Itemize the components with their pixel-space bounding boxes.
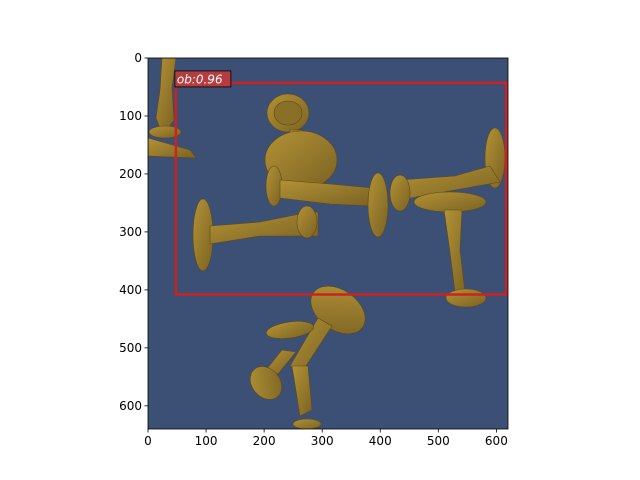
x-tick-label: 600	[485, 434, 508, 448]
x-axis: 0 100 200 300 400 500 600	[144, 429, 508, 448]
y-tick-label: 600	[119, 399, 142, 413]
y-tick-label: 0	[134, 51, 142, 65]
chess-pieces-render	[148, 58, 506, 429]
detection-label-background	[174, 70, 232, 88]
x-tick-label: 0	[144, 434, 152, 448]
x-tick-label: 200	[253, 434, 276, 448]
x-tick-label: 400	[369, 434, 392, 448]
detection-label: ob:0.96	[177, 72, 223, 86]
y-tick-label: 400	[119, 283, 142, 297]
x-tick-label: 500	[427, 434, 450, 448]
detections-layer: ob:0.96	[174, 70, 508, 296]
x-tick-label: 300	[311, 434, 334, 448]
image-plot-area	[148, 58, 508, 429]
detection-box	[174, 81, 508, 296]
y-tick-label: 500	[119, 341, 142, 355]
y-tick-label: 300	[119, 225, 142, 239]
axes-frame	[147, 57, 509, 430]
x-tick-label: 100	[195, 434, 218, 448]
y-tick-label: 200	[119, 167, 142, 181]
y-axis: 0 100 200 300 400 500 600	[119, 51, 148, 413]
y-tick-label: 100	[119, 109, 142, 123]
